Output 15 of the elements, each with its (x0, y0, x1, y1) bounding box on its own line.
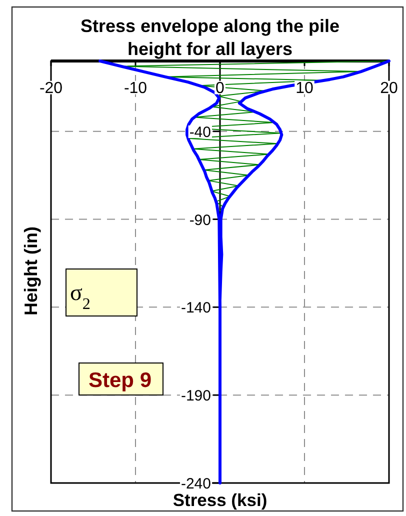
y-tick-label: -240 (180, 476, 211, 492)
x-tick-label: 20 (380, 80, 398, 97)
x-tick-label: -20 (39, 80, 63, 97)
y-tick-label: -190 (180, 388, 211, 405)
y-tick-label: -90 (189, 212, 211, 229)
y-tick-label: -140 (180, 300, 211, 317)
x-tick-label: -10 (124, 80, 148, 97)
y-tick-label: -40 (189, 124, 211, 141)
x-tick-label: 10 (296, 80, 314, 97)
chart-title: Stress envelope along the pile height for all layers (80, 16, 340, 59)
y-axis-title: Height (in) (21, 226, 41, 316)
annotation: Step 9 (88, 369, 152, 392)
x-tick-label: 0 (216, 80, 225, 97)
x-axis-title: Stress (ksi) (172, 490, 268, 510)
annotation: σ$_{2}$ (70, 280, 90, 312)
